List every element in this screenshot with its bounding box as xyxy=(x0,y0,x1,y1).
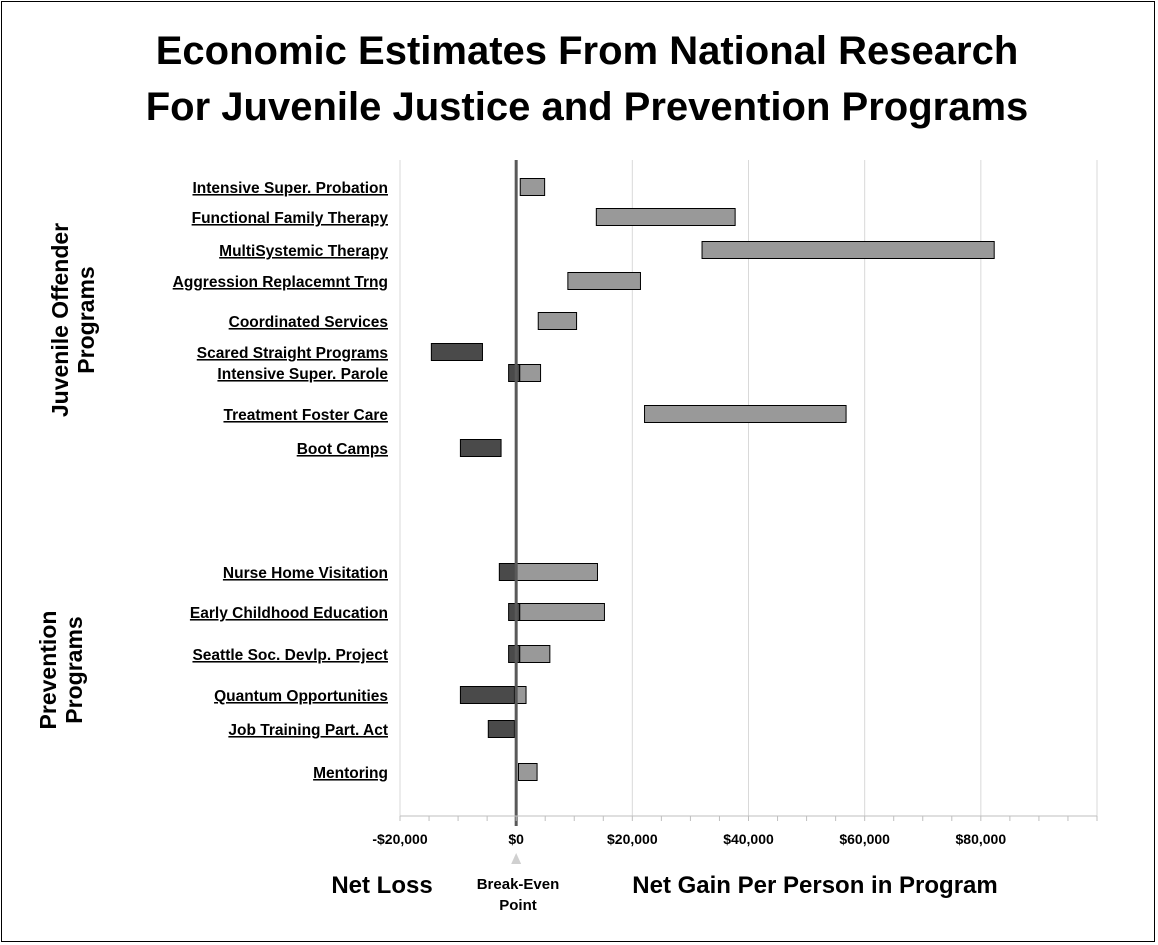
loss-bar xyxy=(487,720,515,738)
gain-bar xyxy=(519,178,546,196)
group-label-juvenile-line-2: Programs xyxy=(73,266,99,373)
gain-bar xyxy=(644,405,847,423)
chart-title-line-1: Economic Estimates From National Researc… xyxy=(156,29,1019,73)
category-label: MultiSystemic Therapy xyxy=(219,243,388,260)
chart-title-line-2: For Juvenile Justice and Prevention Prog… xyxy=(146,85,1029,129)
break-even-label-line-2: Point xyxy=(499,897,537,914)
category-label: Scared Straight Programs xyxy=(197,345,388,362)
loss-bar xyxy=(508,645,521,663)
category-label: Nurse Home Visitation xyxy=(223,565,388,582)
net-gain-label: Net Gain Per Person in Program xyxy=(632,872,997,899)
gain-bar xyxy=(519,364,542,382)
loss-bar xyxy=(498,563,517,581)
break-even-arrow-icon xyxy=(511,853,522,864)
category-label: Coordinated Services xyxy=(229,314,388,331)
category-label: Job Training Part. Act xyxy=(228,722,388,739)
gain-bar xyxy=(519,645,551,663)
category-label: Seattle Soc. Devlp. Project xyxy=(192,647,388,664)
x-tick-label: $0 xyxy=(508,831,524,847)
category-label: Treatment Foster Care xyxy=(223,407,388,424)
x-tick-label: $80,000 xyxy=(956,831,1007,847)
loss-bar xyxy=(430,343,483,361)
x-tick-label: -$20,000 xyxy=(372,831,427,847)
gain-bar xyxy=(519,603,605,621)
break-even-label-line-1: Break-Even xyxy=(477,876,560,893)
grid-lines xyxy=(399,160,1098,816)
group-label-juvenile-line-1: Juvenile Offender xyxy=(47,223,73,417)
category-label: Mentoring xyxy=(313,765,388,782)
group-label-prevention-line-1: Prevention xyxy=(35,611,61,730)
category-label: Aggression Replacemnt Trng xyxy=(173,274,388,291)
category-label: Quantum Opportunities xyxy=(214,688,388,705)
bars xyxy=(430,160,995,864)
gain-bar xyxy=(517,763,538,781)
category-label: Early Childhood Education xyxy=(190,605,388,622)
category-label: Functional Family Therapy xyxy=(192,210,389,227)
gain-bar xyxy=(701,241,995,259)
x-tick-label: $20,000 xyxy=(607,831,658,847)
x-tick-label: $40,000 xyxy=(723,831,774,847)
category-label: Intensive Super. Probation xyxy=(192,180,388,197)
loss-bar xyxy=(508,364,521,382)
group-label-prevention-line-2: Programs xyxy=(61,616,87,723)
loss-bar xyxy=(459,686,515,704)
loss-bar xyxy=(508,603,521,621)
x-tick-label: $60,000 xyxy=(839,831,890,847)
gain-bar xyxy=(567,272,641,290)
net-loss-label: Net Loss xyxy=(331,872,432,899)
loss-bar xyxy=(459,439,502,457)
gain-bar xyxy=(537,312,578,330)
gain-bar xyxy=(595,208,736,226)
gain-bar xyxy=(515,563,598,581)
category-label: Boot Camps xyxy=(297,441,388,458)
category-labels: Intensive Super. Probation Functional Fam… xyxy=(173,180,389,782)
category-label: Intensive Super. Parole xyxy=(217,366,388,383)
x-axis: -$20,000 $0 $20,000 $40,000 $60,000 $80,000 xyxy=(372,815,1098,847)
